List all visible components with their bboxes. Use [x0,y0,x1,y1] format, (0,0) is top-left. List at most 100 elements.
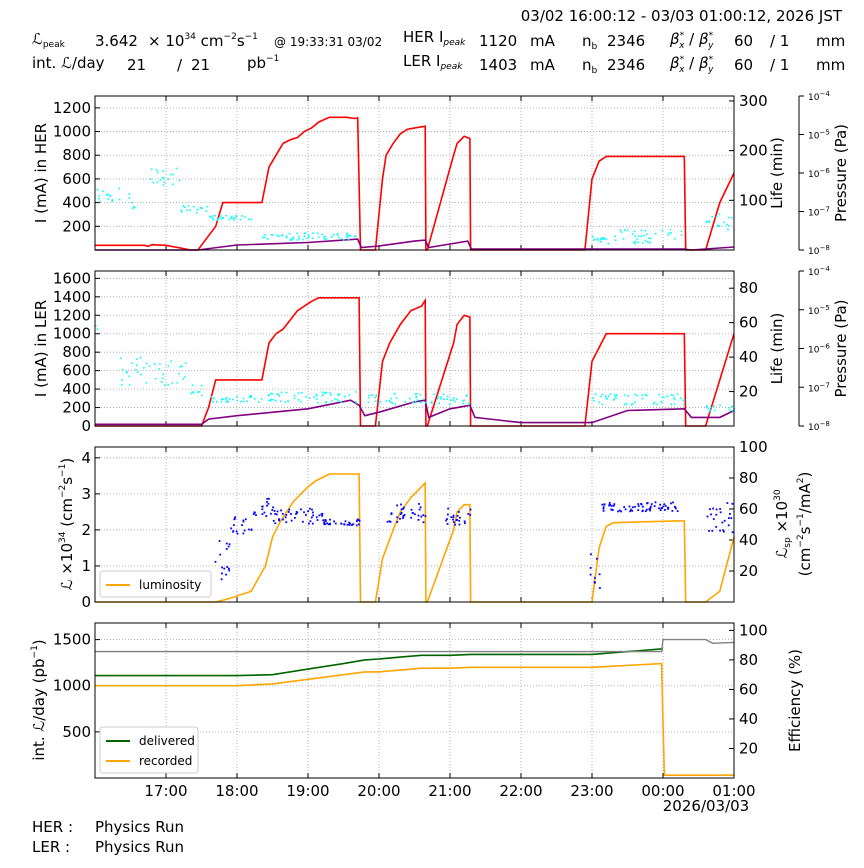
pressure-point [323,236,325,239]
pressure-point [276,234,279,237]
pressure-point [336,232,339,235]
specific-lumi-point [346,523,349,526]
pressure-point [342,239,345,241]
y2-tick-label: 60 [739,500,758,518]
specific-lumi-point [723,519,726,522]
pressure-point [626,229,629,232]
pressure-point [378,403,380,406]
specific-lumi-point [452,516,455,519]
pressure-point [466,394,469,396]
specific-lumi-point [232,524,235,526]
pressure-point [200,207,202,209]
specific-lumi-point [663,503,666,506]
pressure-point [152,181,155,184]
pressure-tick-label: 10−4 [808,265,830,278]
pressure-point [349,234,352,237]
specific-lumi-point [233,517,236,520]
x-tick-label: 18:00 [215,782,258,800]
pressure-point [131,201,134,204]
pressure-point [634,240,637,243]
specific-lumi-point [417,514,420,517]
pressure-point [156,171,159,174]
specific-lumi-point [225,548,228,550]
x-tick-label: 23:00 [570,782,613,800]
pressure-point [212,397,215,400]
specific-lumi-point [242,519,245,522]
y-axis-label: I (mA) in HER [32,123,50,223]
pressure-point [730,217,733,219]
specific-lumi-point [315,516,318,519]
pressure-point [390,397,393,400]
ler-status: Physics Run [95,838,184,856]
specific-lumi-point [261,508,264,511]
pressure-point [180,209,182,212]
specific-lumi-point [706,515,709,518]
pressure-point [599,240,602,243]
pressure-point [145,362,148,365]
pressure-point [143,367,145,369]
x-tick-label: 21:00 [428,782,471,800]
pressure-point [672,394,675,397]
specific-lumi-point [307,510,309,513]
pressure-point [605,238,608,240]
specific-lumi-point [667,508,669,510]
specific-lumi-point [419,506,422,509]
specific-lumi-point [617,510,619,513]
pressure-point [604,395,607,398]
specific-lumi-point [731,502,734,505]
specific-lumi-point [676,510,679,513]
plot-frame [94,95,735,251]
pressure-point [654,232,657,235]
specific-lumi-point [220,578,223,581]
pressure-point [709,409,712,412]
specific-lumi-point [402,507,405,510]
pressure-point [298,235,300,238]
specific-lumi-point [661,507,663,509]
pressure-point [231,398,234,401]
series-luminosity [95,473,735,603]
specific-lumi-point [602,509,605,512]
pressure-point [723,221,725,224]
specific-lumi-point [247,528,250,531]
y-tick-label: 1500 [53,631,91,649]
pressure-point [368,394,370,397]
specific-lumi-point [288,508,291,511]
pressure-tick-exp: −5 [819,304,829,312]
y2-tick-label: 100 [739,438,768,456]
specific-lumi-point [711,529,714,532]
specific-lumi-point [411,512,414,514]
pressure-point [155,169,158,171]
pressure-point [614,235,617,238]
specific-lumi-point [602,507,605,510]
pressure-point [340,401,342,403]
pressure-point [705,406,708,408]
pressure-point [98,195,100,197]
pressure-point [107,198,109,200]
plot-frame [94,446,735,603]
y-tick-label: 1000 [53,123,91,141]
pressure-point [602,238,605,240]
specific-lumi-point [715,508,718,511]
plot-frame [94,622,735,779]
pressure-point [195,211,198,214]
pressure-point [206,205,209,208]
pressure-point [601,403,604,406]
legend-label: delivered [139,734,195,748]
specific-lumi-point [396,516,399,519]
specific-lumi-point [671,509,674,512]
pressure-point [597,239,599,241]
pressure-point [607,395,610,397]
y2-tick-label: 60 [739,314,758,332]
pressure-point [713,409,716,412]
specific-lumi-point [648,508,651,511]
lumi-y2label-b: (cm−2s−1/mA2) [796,472,814,577]
specific-lumi-point [226,566,229,568]
pressure-point [388,399,391,402]
x-tick-label: 19:00 [286,782,329,800]
beta-her-label: β* x / β* y [669,30,714,51]
specific-lumi-point [712,518,715,520]
specific-lumi-point [309,520,312,523]
pressure-point [375,394,378,396]
pressure-point [634,242,636,245]
